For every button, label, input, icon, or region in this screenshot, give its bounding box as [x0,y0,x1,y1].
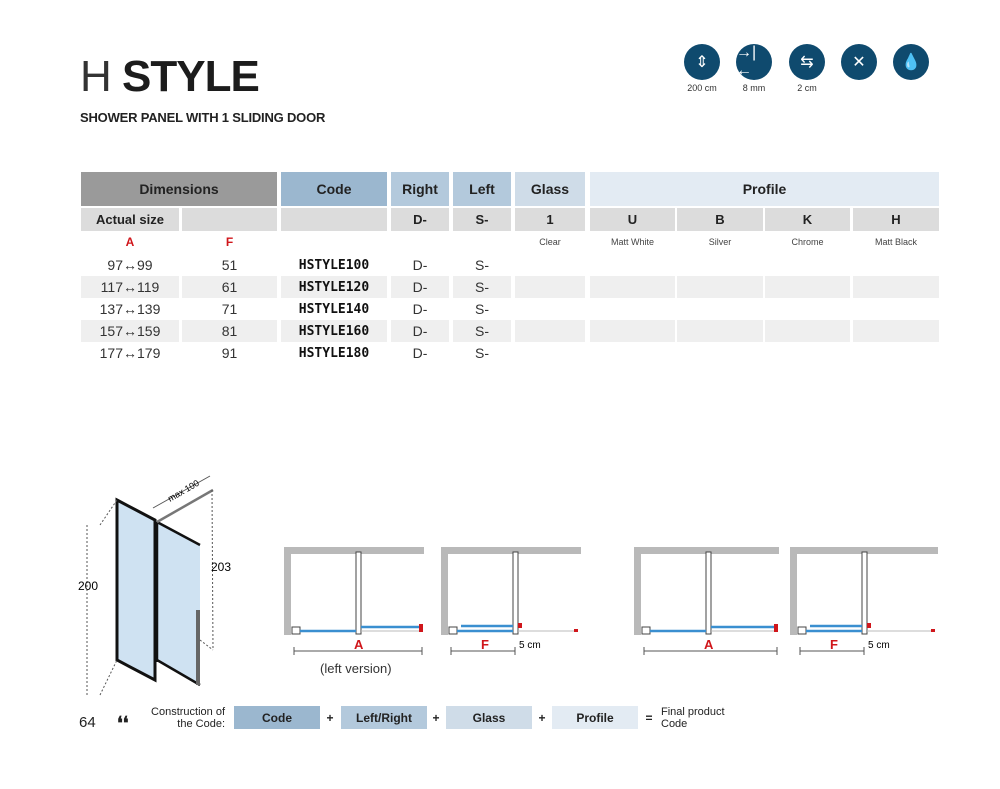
plus: + [326,710,334,725]
label-a: A [125,235,135,249]
cell-right: D- [412,301,428,317]
dim-label: F [481,637,489,652]
cell-a: 117↔119 [81,276,179,298]
subheader-right: D- [391,208,449,231]
cell-empty [765,320,850,342]
label-glass-clear: Clear [539,237,561,247]
header-right: Right [391,172,449,206]
cell-left: S- [475,345,489,361]
cell-code: HSTYLE160 [281,320,387,342]
cell-empty [515,320,585,342]
header-dimensions: Dimensions [81,172,277,206]
plus: + [538,710,546,725]
glass-thickness-icon: →|← [736,44,772,80]
dim-203: 203 [211,560,231,574]
label-chrome: Chrome [791,237,824,247]
cell-code: HSTYLE120 [281,276,387,298]
cell-empty [515,276,585,298]
page-title: H STYLE [80,52,260,101]
dim-label: A [704,637,714,652]
construction-profile: Profile [552,706,638,729]
plan-diagram: 5 cm F [790,547,938,655]
feature-label: 2 cm [797,83,817,93]
plus: + [432,710,440,725]
header-glass: Glass [515,172,585,206]
dim-200: 200 [78,579,98,593]
cell-code: HSTYLE180 [298,345,370,361]
cell-a: 97↔99 [107,257,153,273]
cell-empty [590,276,675,298]
construction-label: Construction of the Code: [151,706,225,730]
subheader-profile-k: K [765,208,850,231]
cell-empty [765,276,850,298]
subheader-code [281,208,387,231]
subheader-profile-h: H [853,208,939,231]
plan-diagram: 5 cm F [441,547,581,655]
left-version-label: (left version) [320,661,392,676]
cell-f: 81 [182,320,277,342]
not-reversible-icon: ✕ [841,44,877,80]
header-left: Left [453,172,511,206]
header-code: Code [281,172,387,206]
cell-f: 71 [221,301,238,317]
label-f: F [225,235,234,249]
cell-right: D- [391,276,449,298]
plan-diagram: A [284,547,424,655]
cell-right: D- [412,257,428,273]
subheader-empty [182,208,277,231]
cell-empty [677,276,763,298]
construction-glass: Glass [446,706,532,729]
subheader-profile-u: U [590,208,675,231]
cell-a: 157↔159 [81,320,179,342]
cell-right: D- [412,345,428,361]
gap-label: 5 cm [868,640,890,651]
feature-label: 8 mm [742,83,766,93]
dim-label: A [354,637,364,652]
equals: = [645,710,653,725]
page-number: 64 [79,714,96,731]
plan-diagram: A [634,547,779,655]
cell-f: 51 [221,257,238,273]
3d-view [86,475,214,696]
label-matt-black: Matt Black [874,237,917,247]
cell-left: S- [475,257,489,273]
cell-empty [677,320,763,342]
subheader-left: S- [453,208,511,231]
subheader-glass: 1 [515,208,585,231]
cell-empty [853,276,939,298]
brand-logo: ❛❛ [117,713,129,733]
final-code-label: Final product Code [661,706,725,730]
cell-left: S- [475,301,489,317]
page-subtitle: SHOWER PANEL WITH 1 SLIDING DOOR [80,110,326,125]
gap-label: 5 cm [519,640,541,651]
subheader-profile-b: B [677,208,763,231]
cell-code: HSTYLE100 [298,257,370,273]
label-silver: Silver [708,237,732,247]
cell-right: D- [391,320,449,342]
feature-label: 200 cm [687,83,717,93]
header-profile: Profile [590,172,939,206]
cell-left: S- [453,320,511,342]
construction-leftright: Left/Right [341,706,427,729]
cell-f: 61 [182,276,277,298]
water-repellent-icon: 💧 [893,44,929,80]
cell-empty [590,320,675,342]
construction-code: Code [234,706,320,729]
cell-f: 91 [221,345,238,361]
adjustment-icon: ⇆ [789,44,825,80]
cell-a: 137↔139 [99,301,161,317]
height-icon: ⇕ [684,44,720,80]
cell-left: S- [453,276,511,298]
cell-a: 177↔179 [99,345,161,361]
cell-code: HSTYLE140 [298,301,370,317]
subheader-actual-size: Actual size [81,208,179,231]
label-matt-white: Matt White [610,237,654,247]
dim-label: F [830,637,838,652]
cell-empty [853,320,939,342]
